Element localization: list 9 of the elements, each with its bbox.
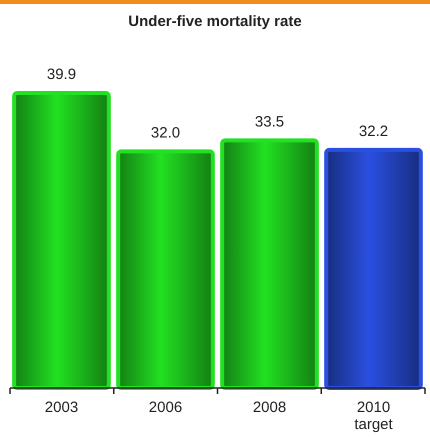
data-label: 39.9 — [46, 66, 76, 83]
data-label: 33.5 — [254, 113, 284, 130]
x-tick-label: 2003 — [44, 399, 78, 416]
data-label: 32.2 — [358, 122, 388, 140]
x-tick-label: 2010 target — [354, 399, 394, 433]
x-tick-label: 2006 — [148, 399, 182, 416]
x-tick-label: 2008 — [252, 399, 286, 416]
chart-title: Under-five mortality rate — [128, 13, 302, 30]
data-label: 32.0 — [150, 124, 180, 142]
